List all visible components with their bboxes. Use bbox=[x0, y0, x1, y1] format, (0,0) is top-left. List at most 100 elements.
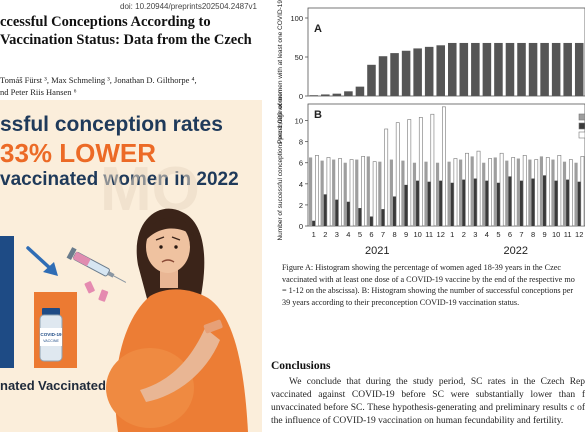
vial-label: COVID-19 bbox=[40, 332, 62, 337]
bar-conception-series-3 bbox=[534, 159, 539, 227]
bar-conception-series-1 bbox=[516, 158, 520, 226]
bar-conception-series-2 bbox=[312, 220, 316, 226]
headline-line-2: 33% LOWER bbox=[0, 138, 157, 168]
syringe-icon bbox=[66, 247, 127, 283]
bar-conception-series-1 bbox=[366, 156, 370, 226]
bar-conception-series-3 bbox=[430, 113, 435, 227]
y-tick-label: 50 bbox=[295, 53, 303, 62]
bar-conception-series-1 bbox=[355, 159, 359, 226]
bar-vaccinated-percentage bbox=[401, 50, 411, 96]
bar-conception-series-3 bbox=[407, 119, 412, 227]
x-tick-label: 3 bbox=[473, 230, 477, 239]
caption-line: Figure A: Histogram showing the percenta… bbox=[282, 263, 561, 272]
bar-conception-series-3 bbox=[384, 128, 389, 227]
bar-conception-series-1 bbox=[470, 156, 474, 226]
bar-conception-series-1 bbox=[401, 160, 405, 226]
bar-vaccinated-percentage bbox=[321, 94, 330, 96]
x-tick-label: 8 bbox=[392, 230, 396, 239]
paper-title: ccessful Conceptions According to Vaccin… bbox=[0, 14, 252, 48]
panel-a-ylabel: Percentage of women with at least one CO… bbox=[277, 0, 284, 144]
y-tick-label: 10 bbox=[295, 117, 303, 126]
down-arrow-icon bbox=[26, 246, 58, 276]
bar-conception-series-1 bbox=[435, 162, 440, 226]
x-tick-label: 5 bbox=[358, 230, 362, 239]
bar-conception-series-3 bbox=[488, 158, 492, 227]
bar-vaccinated-percentage bbox=[413, 48, 422, 96]
x-tick-label: 1 bbox=[450, 230, 454, 239]
legend-swatch bbox=[578, 122, 585, 130]
watermark: MO bbox=[100, 155, 200, 224]
bar-conception-series-1 bbox=[562, 161, 567, 226]
y-tick-label: 0 bbox=[299, 222, 303, 231]
bar-conception-series-3 bbox=[372, 161, 377, 227]
bar-vaccinated-percentage bbox=[471, 42, 480, 96]
bar-conception-series-2 bbox=[381, 209, 385, 226]
poster-headline: ssful conception rates 33% LOWER vaccina… bbox=[0, 112, 262, 192]
bar-conception-series-3 bbox=[442, 106, 446, 227]
x-tick-label: 4 bbox=[485, 230, 489, 239]
headline-line-3: vaccinated women in 2022 bbox=[0, 169, 239, 190]
bar-conception-series-2 bbox=[531, 178, 535, 226]
x-tick-label: 12 bbox=[575, 230, 583, 239]
bar-vaccinated-percentage bbox=[482, 42, 492, 96]
bar-vaccinated-percentage bbox=[494, 42, 503, 96]
bar-conception-series-3 bbox=[580, 156, 585, 227]
legend-swatch bbox=[578, 131, 585, 139]
bar-conception-series-1 bbox=[505, 160, 509, 226]
bar-vaccinated-percentage bbox=[436, 45, 445, 96]
bar-vaccinated-percentage bbox=[390, 53, 399, 96]
bar-conception-series-2 bbox=[543, 175, 547, 226]
bar-conception-series-2 bbox=[323, 194, 327, 226]
bar-conception-series-3 bbox=[361, 156, 366, 227]
bar-conception-series-2 bbox=[554, 180, 558, 226]
bar-vaccinated-percentage bbox=[459, 42, 469, 96]
bar-conception-series-2 bbox=[450, 182, 454, 226]
caption-line: 39 years according to their preconceptio… bbox=[282, 297, 520, 307]
bar-conception-series-2 bbox=[473, 178, 477, 226]
bar-conception-series-3 bbox=[545, 157, 550, 227]
bar-conception-series-1 bbox=[320, 160, 324, 226]
bar-conception-series-2 bbox=[358, 208, 362, 226]
bar-conception-series-3 bbox=[395, 122, 400, 227]
x-tick-label: 9 bbox=[404, 230, 408, 239]
bar-conception-series-2 bbox=[335, 199, 339, 226]
conclusions-heading: Conclusions bbox=[271, 360, 331, 372]
bar-conception-series-3 bbox=[315, 155, 319, 227]
bar-conception-series-1 bbox=[528, 159, 532, 226]
y-tick-label: 0 bbox=[299, 92, 303, 101]
y-tick-label: 8 bbox=[299, 138, 303, 147]
bar-conception-series-1 bbox=[332, 159, 336, 226]
bar-vaccinated-percentage bbox=[367, 64, 376, 96]
bar-conception-series-1 bbox=[343, 162, 347, 226]
bar-conception-series-2 bbox=[369, 216, 374, 226]
bar-vaccinated-percentage bbox=[332, 93, 342, 96]
unvaccinated-label: nated bbox=[0, 378, 35, 393]
bar-conception-series-1 bbox=[447, 161, 451, 226]
bar-conception-series-3 bbox=[349, 159, 354, 227]
vaccine-vial-icon: COVID-19 VACCINE bbox=[39, 308, 63, 362]
x-tick-label: 3 bbox=[335, 230, 339, 239]
pregnant-woman-illustration bbox=[106, 208, 248, 432]
bar-vaccinated-percentage bbox=[528, 42, 538, 96]
bar-vaccinated-percentage bbox=[448, 42, 457, 96]
bar-conception-series-2 bbox=[577, 181, 581, 226]
bar-conception-series-2 bbox=[485, 180, 489, 226]
x-tick-label: 4 bbox=[346, 230, 350, 239]
bar-conception-series-3 bbox=[465, 152, 469, 227]
x-tick-label: 11 bbox=[425, 230, 433, 239]
bar-vaccinated-percentage bbox=[355, 86, 365, 96]
bar-conception-series-1 bbox=[459, 159, 463, 226]
author-line-1: Tomáš Fürst ³, Max Schmeling ³, Jonathan… bbox=[0, 75, 197, 85]
bar-vaccinated-percentage bbox=[563, 42, 572, 96]
x-tick-label: 7 bbox=[519, 230, 523, 239]
bar-conception-series-3 bbox=[418, 117, 423, 227]
bar-conception-series-3 bbox=[568, 159, 573, 227]
bar-conception-series-3 bbox=[338, 158, 342, 227]
bandage-icon bbox=[203, 319, 223, 334]
x-tick-label: 9 bbox=[543, 230, 547, 239]
bar-conception-series-2 bbox=[416, 180, 420, 226]
bar-vaccinated-percentage bbox=[378, 56, 388, 96]
x-tick-label: 10 bbox=[552, 230, 560, 239]
